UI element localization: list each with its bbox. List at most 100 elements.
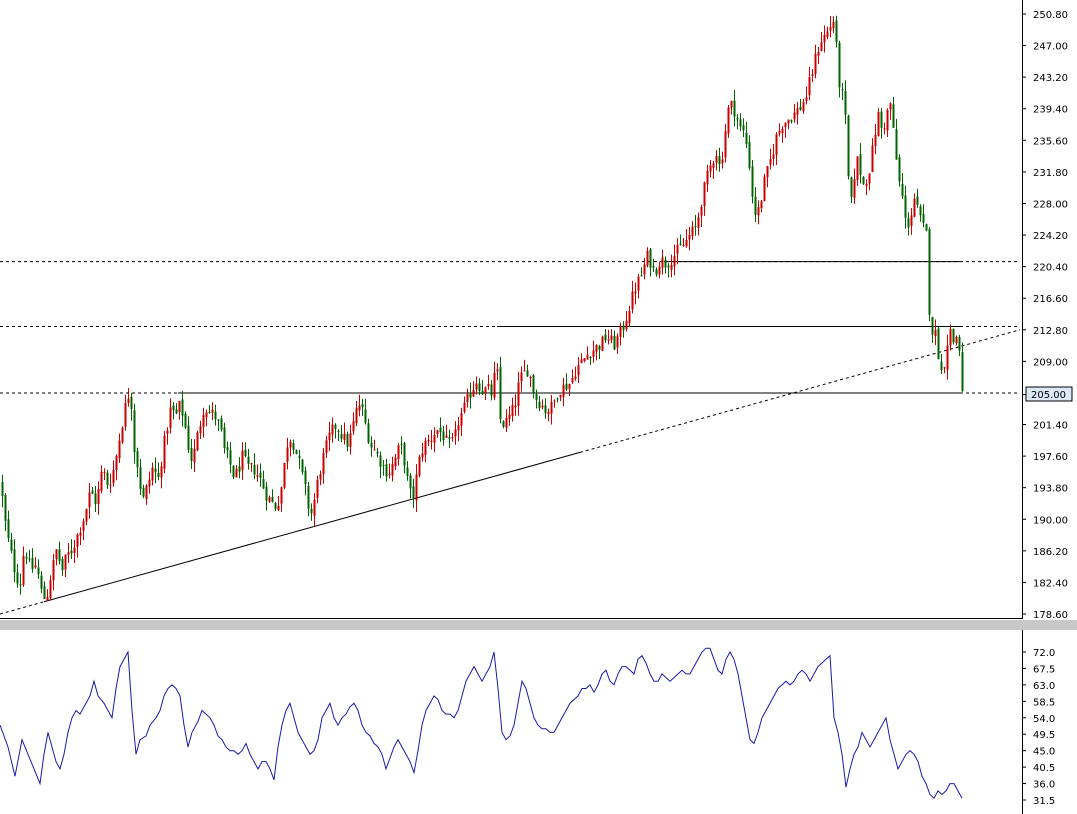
candle-body bbox=[361, 404, 364, 408]
candle-body bbox=[733, 100, 736, 117]
candle-body bbox=[889, 103, 892, 110]
candle-body bbox=[28, 558, 31, 560]
candle-body bbox=[928, 229, 931, 315]
candle-body bbox=[505, 417, 508, 428]
candle-body bbox=[637, 276, 640, 291]
candle-body bbox=[931, 317, 934, 335]
candle-body bbox=[130, 396, 133, 410]
candle-body bbox=[295, 450, 298, 454]
trendline-dotted-start bbox=[0, 601, 45, 615]
candle-body bbox=[805, 97, 808, 101]
candle-body bbox=[808, 77, 811, 96]
candle-body bbox=[916, 196, 919, 205]
candle-body bbox=[127, 398, 130, 404]
candle-body bbox=[790, 120, 793, 122]
price-tick-label: 220.40 bbox=[1033, 263, 1068, 274]
candle-body bbox=[544, 405, 547, 414]
candle-body bbox=[841, 89, 844, 91]
candle-body bbox=[220, 418, 223, 430]
rsi-axis-ticks: 72.0 67.5 63.0 58.5 54.0 49.5 45.0 40.5 36.0 31.5 bbox=[1022, 648, 1055, 807]
candle-body bbox=[199, 426, 202, 434]
candle-body bbox=[940, 361, 943, 370]
candle-body bbox=[520, 372, 523, 382]
candle-body bbox=[658, 266, 661, 275]
candle-body bbox=[496, 369, 499, 372]
panel-separator[interactable] bbox=[0, 620, 1077, 630]
candle-body bbox=[73, 547, 76, 553]
price-tick-label: 216.60 bbox=[1033, 294, 1068, 305]
candle-body bbox=[433, 435, 436, 443]
candle-body bbox=[415, 474, 418, 501]
candle-body bbox=[106, 472, 109, 486]
candle-body bbox=[385, 464, 388, 477]
candle-body bbox=[268, 497, 271, 502]
candle-body bbox=[514, 405, 517, 408]
candle-body bbox=[907, 218, 910, 228]
candle-body bbox=[919, 206, 922, 216]
candle-body bbox=[715, 156, 718, 163]
candle-body bbox=[22, 555, 25, 585]
candle-body bbox=[904, 195, 907, 218]
candle-body bbox=[595, 345, 598, 352]
candle-body bbox=[58, 549, 61, 562]
candle-body bbox=[442, 431, 445, 441]
candle-body bbox=[1, 482, 4, 496]
price-tick-label: 193.80 bbox=[1033, 484, 1068, 495]
candle-body bbox=[373, 449, 376, 451]
candle-body bbox=[367, 423, 370, 443]
candle-body bbox=[706, 170, 709, 185]
candle-body bbox=[622, 325, 625, 330]
candle-body bbox=[721, 159, 724, 164]
candle-body bbox=[793, 112, 796, 120]
candle-body bbox=[766, 166, 769, 178]
rsi-tick-label: 49.5 bbox=[1033, 730, 1055, 741]
price-tick-label: 247.00 bbox=[1033, 42, 1068, 53]
candle-body bbox=[352, 421, 355, 432]
candle-body bbox=[754, 196, 757, 215]
candle-body bbox=[244, 449, 247, 456]
candle-body bbox=[802, 101, 805, 112]
candle-body bbox=[169, 407, 172, 429]
candle-body bbox=[874, 134, 877, 146]
candle-body bbox=[862, 176, 865, 185]
candle-body bbox=[175, 409, 178, 414]
candle-body bbox=[331, 424, 334, 435]
candle-body bbox=[634, 291, 637, 294]
candle-body bbox=[739, 119, 742, 127]
candle-body bbox=[52, 560, 55, 581]
candle-body bbox=[346, 433, 349, 447]
candle-body bbox=[61, 558, 64, 571]
candle-body bbox=[418, 456, 421, 476]
candle-body bbox=[328, 432, 331, 440]
candle-body bbox=[301, 459, 304, 472]
candle-body bbox=[601, 336, 604, 351]
candle-body bbox=[319, 474, 322, 480]
candle-body bbox=[205, 412, 208, 418]
candle-body bbox=[355, 408, 358, 424]
candle-body bbox=[466, 394, 469, 402]
candle-body bbox=[619, 325, 622, 337]
candle-body bbox=[280, 487, 283, 504]
candle-body bbox=[850, 177, 853, 197]
candle-body bbox=[7, 519, 10, 539]
candle-body bbox=[757, 207, 760, 216]
candle-body bbox=[82, 521, 85, 531]
price-panel: 250.80 247.00 243.20 239.40 235.60 231.80 228.… bbox=[0, 0, 1073, 621]
current-price-label: 205.00 bbox=[1031, 390, 1066, 401]
candle-body bbox=[604, 334, 607, 341]
candle-body bbox=[475, 383, 478, 390]
candle-body bbox=[112, 469, 115, 484]
candlestick-series bbox=[1, 15, 964, 601]
candle-body bbox=[676, 244, 679, 254]
candle-body bbox=[172, 405, 175, 411]
candle-body bbox=[145, 485, 148, 500]
candle-body bbox=[586, 354, 589, 360]
candle-body bbox=[64, 554, 67, 570]
candle-body bbox=[160, 466, 163, 478]
candle-body bbox=[961, 352, 964, 392]
candle-body bbox=[913, 198, 916, 217]
price-tick-label: 197.60 bbox=[1033, 452, 1068, 463]
candle-body bbox=[799, 106, 802, 110]
candle-body bbox=[736, 117, 739, 120]
candle-body bbox=[310, 508, 313, 514]
